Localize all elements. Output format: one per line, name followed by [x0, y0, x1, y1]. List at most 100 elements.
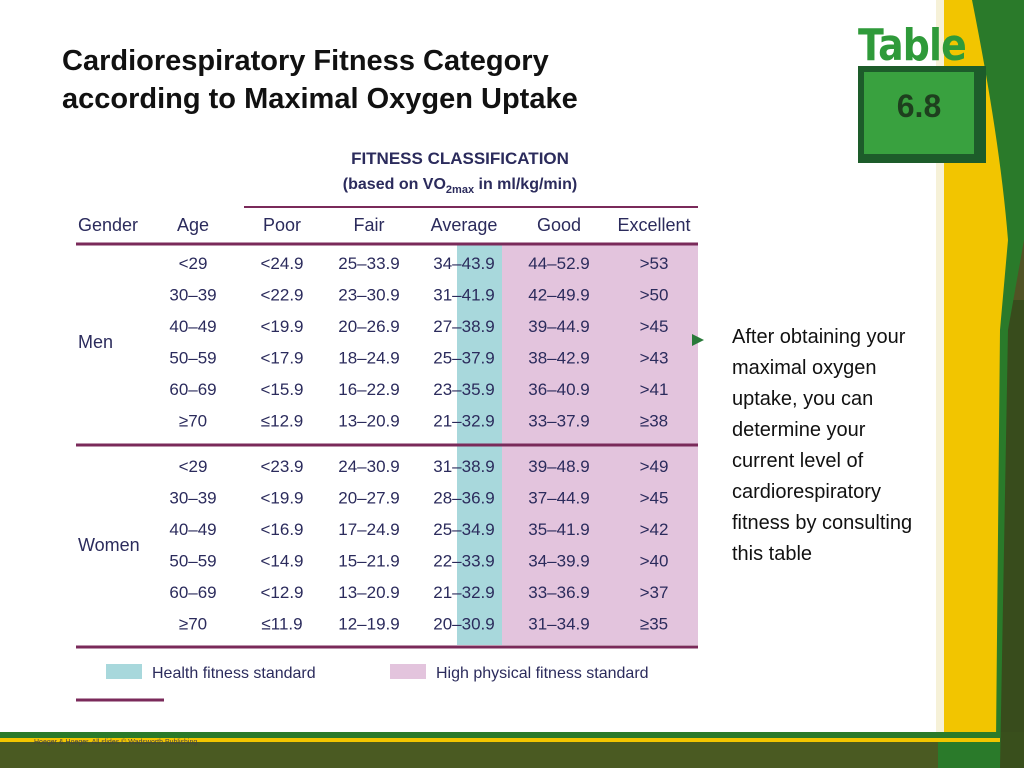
table-cell: 31–41.9	[433, 286, 494, 305]
table-cell: <17.9	[260, 349, 303, 368]
table-cell: <19.9	[260, 317, 303, 336]
table-cell: 30–39	[169, 489, 216, 508]
note-text: After obtaining your maximal oxygen upta…	[732, 326, 913, 565]
table-cell: <23.9	[260, 457, 303, 476]
header-gender: Gender	[78, 215, 138, 235]
table-cell: 15–21.9	[338, 552, 399, 571]
table-cell: 27–38.9	[433, 317, 494, 336]
header-poor: Poor	[263, 215, 301, 235]
table-subtitle-sub: 2max	[445, 184, 475, 196]
slide-title-line1: Cardiorespiratory Fitness Category	[62, 45, 549, 77]
table-cell: 33–37.9	[528, 412, 589, 431]
table-cell: 50–59	[169, 552, 216, 571]
table-cell: 25–33.9	[338, 254, 399, 273]
table-cell: 25–37.9	[433, 349, 494, 368]
legend-swatch	[390, 664, 426, 679]
table-cell: <15.9	[260, 380, 303, 399]
table-cell: >50	[640, 286, 669, 305]
table-badge: 6.8	[858, 66, 986, 163]
table-subtitle-pre: (based on VO	[342, 176, 446, 193]
table-cell: 40–49	[169, 520, 216, 539]
table-cell: 31–34.9	[528, 615, 589, 634]
table-cell: 36–40.9	[528, 380, 589, 399]
legend-label: High physical fitness standard	[436, 665, 649, 682]
table-cell: 38–42.9	[528, 349, 589, 368]
table-cell: ≥35	[640, 615, 668, 634]
table-cell: >53	[640, 254, 669, 273]
table-cell: 34–39.9	[528, 552, 589, 571]
table-cell: <14.9	[260, 552, 303, 571]
table-cell: 60–69	[169, 380, 216, 399]
legend-label: Health fitness standard	[152, 665, 316, 682]
table-cell: 39–48.9	[528, 457, 589, 476]
table-cell: 28–36.9	[433, 489, 494, 508]
table-cell: 25–34.9	[433, 520, 494, 539]
slide-title-line2: according to Maximal Oxygen Uptake	[62, 83, 578, 115]
table-cell: 21–32.9	[433, 583, 494, 602]
table-cell: >49	[640, 457, 669, 476]
table-cell: 12–19.9	[338, 615, 399, 634]
table-badge-number: 6.8	[896, 88, 942, 124]
bullet-arrow-icon	[692, 334, 704, 346]
table-cell: 40–49	[169, 317, 216, 336]
table-cell: ≤12.9	[261, 412, 303, 431]
table-cell: 42–49.9	[528, 286, 589, 305]
table-cell: 20–30.9	[433, 615, 494, 634]
table-cell: >45	[640, 317, 669, 336]
table-cell: 35–41.9	[528, 520, 589, 539]
table-subtitle: (based on VO2max in ml/kg/min)	[250, 172, 670, 203]
table-cell: >40	[640, 552, 669, 571]
table-cell: >45	[640, 489, 669, 508]
table-cell: 21–32.9	[433, 412, 494, 431]
table-cell: 13–20.9	[338, 583, 399, 602]
table-cell: <19.9	[260, 489, 303, 508]
table-cell: 34–43.9	[433, 254, 494, 273]
table-cell: 44–52.9	[528, 254, 589, 273]
table-cell: 60–69	[169, 583, 216, 602]
table-title: FITNESS CLASSIFICATION	[351, 149, 569, 168]
header-average: Average	[431, 215, 498, 235]
table-cell: <24.9	[260, 254, 303, 273]
table-cell: 23–30.9	[338, 286, 399, 305]
table-cell: >37	[640, 583, 669, 602]
header-excellent: Excellent	[617, 215, 690, 235]
table-cell: <22.9	[260, 286, 303, 305]
table-cell: >43	[640, 349, 669, 368]
table-cell: 18–24.9	[338, 349, 399, 368]
table-cell: ≥38	[640, 412, 668, 431]
table-cell: 31–38.9	[433, 457, 494, 476]
table-cell: 30–39	[169, 286, 216, 305]
table-cell: 50–59	[169, 349, 216, 368]
table-cell: <16.9	[260, 520, 303, 539]
fitness-classification-table: Gender Age Poor Fair Average Good Excellent Men…	[76, 206, 698, 702]
table-cell: 33–36.9	[528, 583, 589, 602]
header-good: Good	[537, 215, 581, 235]
table-cell: <12.9	[260, 583, 303, 602]
header-age: Age	[177, 215, 209, 235]
table-cell: 23–35.9	[433, 380, 494, 399]
legend-swatch	[106, 664, 142, 679]
gender-label: Men	[78, 332, 113, 352]
table-subtitle-post: in ml/kg/min)	[474, 176, 578, 193]
table-badge-inner: 6.8	[864, 72, 974, 154]
gender-label: Women	[78, 535, 140, 555]
table-cell: 24–30.9	[338, 457, 399, 476]
table-cell: >42	[640, 520, 669, 539]
slide-title: Cardiorespiratory Fitness Category accor…	[62, 42, 782, 118]
table-cell: <29	[179, 457, 208, 476]
table-cell: 22–33.9	[433, 552, 494, 571]
table-cell: 17–24.9	[338, 520, 399, 539]
table-badge-word: Table	[858, 20, 967, 71]
table-cell: 13–20.9	[338, 412, 399, 431]
table-cell: <29	[179, 254, 208, 273]
table-cell: >41	[640, 380, 669, 399]
table-cell: ≥70	[179, 615, 207, 634]
header-fair: Fair	[354, 215, 385, 235]
table-cell: 20–27.9	[338, 489, 399, 508]
table-cell: 16–22.9	[338, 380, 399, 399]
table-cell: 20–26.9	[338, 317, 399, 336]
table-cell: 37–44.9	[528, 489, 589, 508]
table-cell: 39–44.9	[528, 317, 589, 336]
table-cell: ≥70	[179, 412, 207, 431]
